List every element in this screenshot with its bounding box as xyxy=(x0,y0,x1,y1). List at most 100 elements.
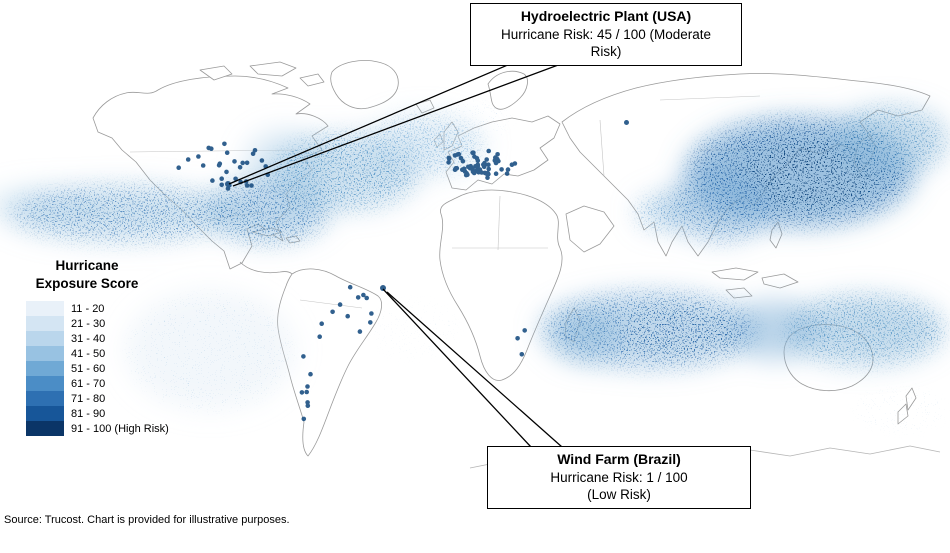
legend-item: 51 - 60 xyxy=(12,361,212,377)
asset-dots-layer xyxy=(176,120,629,422)
hurricane-density-light-speckle-layer xyxy=(0,102,945,432)
border-line xyxy=(599,119,605,177)
asset-dot xyxy=(305,400,310,405)
asset-dot xyxy=(196,154,201,159)
asset-dot xyxy=(200,163,206,168)
asset-dot xyxy=(486,148,492,154)
legend-label: 81 - 90 xyxy=(71,407,106,420)
asset-dot xyxy=(233,176,238,182)
asset-dot xyxy=(304,389,310,395)
hurricane-track-speckle xyxy=(855,388,945,432)
callout-connector-line xyxy=(232,57,578,187)
asset-dot xyxy=(472,154,477,159)
asset-dot xyxy=(224,169,229,175)
hurricane-track-speckle xyxy=(787,297,943,363)
legend-title-line: Hurricane xyxy=(55,258,119,273)
asset-dot xyxy=(452,167,458,172)
legend-swatch xyxy=(26,361,64,377)
asset-dot xyxy=(463,172,469,178)
asset-dot xyxy=(250,151,256,156)
callout-body-line: Risk) xyxy=(590,44,622,60)
hurricane-track-speckle xyxy=(672,174,772,238)
asset-dot xyxy=(319,321,325,327)
callout-body-line: Hurricane Risk: 1 / 100 xyxy=(550,469,688,485)
asset-dot xyxy=(470,169,476,175)
hurricane-track-speckle xyxy=(128,294,292,410)
island-outline xyxy=(249,61,297,77)
asset-dot xyxy=(486,166,492,172)
asset-dot xyxy=(475,158,481,163)
asset-dot xyxy=(330,309,335,315)
legend-label: 71 - 80 xyxy=(71,392,106,405)
continent-outline xyxy=(487,70,528,110)
asset-dot xyxy=(176,165,181,170)
asset-dot xyxy=(460,158,466,164)
callout-connector-line xyxy=(386,291,563,448)
legend-label: 11 - 20 xyxy=(71,302,105,315)
asset-dot xyxy=(446,155,452,161)
continent-outline xyxy=(330,60,399,110)
legend-item: 61 - 70 xyxy=(12,376,212,392)
hurricane-track-speckle xyxy=(638,197,686,229)
asset-dot xyxy=(240,160,245,166)
island-outline xyxy=(299,73,325,87)
asset-dot xyxy=(505,167,511,172)
continent-outline xyxy=(239,261,293,275)
legend-label: 61 - 70 xyxy=(71,377,106,390)
border-line xyxy=(497,195,501,251)
asset-dot xyxy=(259,158,265,163)
hurricane-density-speckle-layer xyxy=(15,110,943,366)
asset-dot xyxy=(446,160,451,165)
asset-dot xyxy=(224,150,230,155)
legend-item: 81 - 90 xyxy=(12,406,212,422)
asset-dot xyxy=(252,148,258,153)
asset-dot xyxy=(470,150,475,155)
asset-dot xyxy=(305,403,311,409)
legend: Hurricane Exposure Score 11 - 20 21 - 30 3… xyxy=(12,257,212,437)
island-outline xyxy=(711,267,759,281)
island-outline xyxy=(725,287,753,299)
border-line xyxy=(299,299,363,309)
asset-dot xyxy=(299,390,305,395)
asset-dot xyxy=(308,371,313,377)
asset-dot xyxy=(481,162,486,167)
asset-dot xyxy=(244,160,250,166)
legend-label: 21 - 30 xyxy=(71,317,106,330)
callout-body-line: Hurricane Risk: 45 / 100 (Moderate xyxy=(500,26,712,42)
asset-dot xyxy=(244,183,250,188)
asset-dot xyxy=(355,295,361,300)
asset-dot xyxy=(509,162,515,167)
asset-dot xyxy=(357,329,363,334)
asset-dot xyxy=(461,166,467,172)
callout-body: Hurricane Risk: 45 / 100 (Moderate Risk) xyxy=(479,26,733,61)
legend-swatch xyxy=(26,316,64,332)
asset-dot xyxy=(499,167,504,172)
island-outline xyxy=(199,65,233,81)
asset-dot xyxy=(249,183,254,188)
callout-title: Hydroelectric Plant (USA) xyxy=(520,8,692,24)
legend-swatch xyxy=(26,376,64,392)
callout-body-line: (Low Risk) xyxy=(587,487,651,503)
legend-label: 91 - 100 (High Risk) xyxy=(71,422,169,435)
asset-dot xyxy=(337,302,343,307)
asset-dot xyxy=(519,352,525,357)
asset-dot xyxy=(301,416,307,422)
asset-dot-hydroelectric-usa xyxy=(225,181,231,187)
legend-swatch xyxy=(26,331,64,347)
asset-dot xyxy=(495,156,500,162)
legend-item: 41 - 50 xyxy=(12,346,212,362)
asset-dot xyxy=(484,157,490,162)
island-outline xyxy=(415,99,435,114)
hurricane-track-speckle xyxy=(370,300,460,360)
asset-dot xyxy=(515,336,520,341)
legend-swatch xyxy=(26,421,64,437)
asset-dot xyxy=(522,328,527,333)
callout-connector-lines xyxy=(228,57,578,448)
island-outline xyxy=(761,273,799,289)
legend-title: Hurricane Exposure Score xyxy=(12,257,162,292)
continent-outline xyxy=(439,189,563,381)
asset-dot xyxy=(485,170,491,176)
asset-dot xyxy=(301,354,306,359)
